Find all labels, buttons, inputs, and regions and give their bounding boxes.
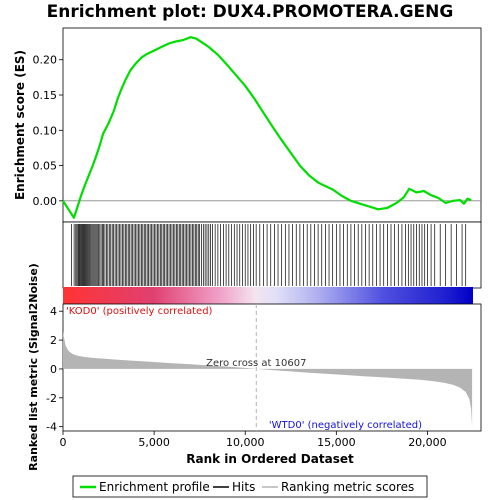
legend-es-label: Enrichment profile (99, 480, 210, 494)
ranked-y-tick-label: 0 (50, 363, 57, 376)
hit-markers (71, 224, 467, 286)
es-y-tick-label: 0.10 (33, 124, 58, 137)
chart-title: Enrichment plot: DUX4.PROMOTERA.GENG (47, 2, 454, 22)
enrichment-profile-line (62, 36, 472, 219)
x-tick-label: 20,000 (408, 436, 447, 449)
es-y-tick-label: 0.15 (33, 89, 58, 102)
ranked-y-tick-label: 2 (50, 334, 57, 347)
x-tick-label: 5,000 (138, 436, 170, 449)
ranked-panel: -4 -2 0 2 4 0 5,000 10,000 15,000 20,000 Zero cr… (27, 263, 482, 471)
legend-frame (72, 475, 428, 498)
es-y-axis-ticks: 0.00 0.05 0.10 0.15 0.20 (33, 54, 63, 208)
ranked-y-axis-ticks: -4 -2 0 2 4 (46, 305, 63, 434)
x-tick-label: 0 (60, 436, 67, 449)
es-y-tick-label: 0.05 (33, 160, 58, 173)
x-tick-label: 10,000 (226, 436, 265, 449)
x-axis-label: Rank in Ordered Dataset (186, 452, 354, 466)
zero-cross-label: Zero cross at 10607 (206, 358, 306, 369)
negative-correlation-label: 'WTD0' (negatively correlated) (269, 420, 422, 431)
es-y-tick-label: 0.20 (33, 54, 58, 67)
hits-panel (62, 221, 482, 289)
ranked-y-tick-label: -4 (46, 421, 57, 434)
ranked-y-axis-label: Ranked list metric (Signal2Noise) (27, 263, 40, 471)
es-y-axis-label: Enrichment score (ES) (13, 50, 27, 200)
legend-hits-label: Hits (232, 480, 255, 494)
positive-correlation-label: 'KOD0' (positively correlated) (66, 306, 213, 317)
hits-panel-frame (62, 221, 482, 289)
ranked-x-axis-ticks: 0 5,000 10,000 15,000 20,000 (60, 431, 447, 449)
rank-color-bar (63, 287, 473, 304)
ranked-y-tick-label: -2 (46, 392, 57, 405)
legend: Enrichment profile Hits Ranking metric s… (72, 475, 428, 498)
es-y-tick-label: 0.00 (33, 195, 58, 208)
x-tick-label: 15,000 (317, 436, 356, 449)
legend-metric-label: Ranking metric scores (281, 480, 414, 494)
ranked-y-tick-label: 4 (50, 305, 57, 318)
es-panel: 0.00 0.05 0.10 0.15 0.20 Enrichment score (E… (13, 27, 482, 223)
